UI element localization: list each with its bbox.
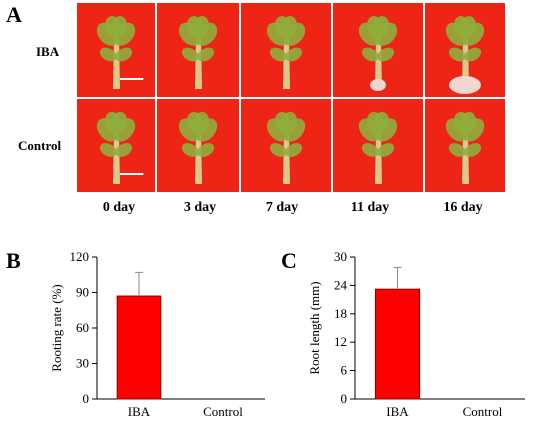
plant-cutting-icon: [96, 16, 144, 89]
day-label-11: 11 day: [350, 200, 390, 215]
plant-cutting-icon: [445, 111, 485, 184]
rooting-rate-chart: 0 30 60 90 120 Rooting rate (%) IBA Control: [49, 249, 265, 419]
root-length-bar-iba: [374, 288, 421, 400]
root-length-x-tick-label: Control: [463, 404, 503, 419]
root-length-y-tick-label: 24: [334, 277, 348, 292]
rooting-rate-y-tick-label: 120: [70, 249, 90, 264]
rooting-rate-y-tick-label: 30: [76, 356, 89, 371]
plant-cutting-icon: [178, 16, 218, 89]
panel-a-letter: A: [6, 2, 22, 27]
root-length-chart: 0 6 12 18 24 30 Root length (mm) IBA Control: [307, 249, 525, 419]
panel-b-letter: B: [6, 248, 21, 273]
photo-iba-4: [425, 3, 505, 97]
photo-grid: [77, 3, 509, 193]
rooting-rate-y-tick-label: 0: [83, 391, 90, 406]
photo-iba-3: [333, 3, 423, 97]
panel-c-letter: C: [281, 248, 297, 273]
rooting-rate-y-tick-label: 90: [76, 285, 89, 300]
root-length-x-tick-label: IBA: [386, 404, 409, 419]
root-length-y-tick-label: 6: [341, 363, 348, 378]
root-length-y-tick-label: 12: [334, 334, 347, 349]
plant-cutting-icon: [358, 111, 398, 184]
day-label-0: 0 day: [102, 200, 136, 215]
rooting-rate-y-tick-label: 60: [76, 320, 89, 335]
photo-iba-0: [77, 3, 155, 97]
root-length-y-tick-label: 18: [334, 306, 347, 321]
photo-control-1: [157, 99, 239, 192]
day-label-3: 3 day: [183, 200, 217, 215]
row-label-control: Control: [18, 138, 62, 153]
plant-cutting-icon: [178, 111, 218, 184]
rooting-rate-y-label: Rooting rate (%): [49, 284, 64, 371]
plant-cutting-icon: [445, 16, 485, 94]
rooting-rate-bar-iba: [116, 295, 162, 400]
plant-cutting-icon: [358, 16, 398, 91]
plant-cutting-icon: [266, 16, 306, 89]
photo-iba-1: [157, 3, 239, 97]
photo-control-3: [333, 99, 423, 192]
plant-cutting-icon: [96, 111, 144, 184]
photo-control-0: [77, 99, 155, 192]
root-length-y-tick-label: 0: [341, 391, 348, 406]
photo-iba-2: [241, 3, 331, 97]
root-length-y-label: Root length (mm): [307, 281, 322, 374]
plant-cutting-icon: [266, 111, 306, 184]
photo-control-2: [241, 99, 331, 192]
photo-control-4: [425, 99, 505, 192]
day-label-16: 16 day: [443, 200, 483, 215]
rooting-rate-x-tick-label: IBA: [128, 404, 151, 419]
root-length-y-tick-label: 30: [334, 249, 347, 264]
day-label-7: 7 day: [265, 200, 299, 215]
row-label-iba: IBA: [36, 44, 60, 59]
rooting-rate-x-tick-label: Control: [203, 404, 243, 419]
